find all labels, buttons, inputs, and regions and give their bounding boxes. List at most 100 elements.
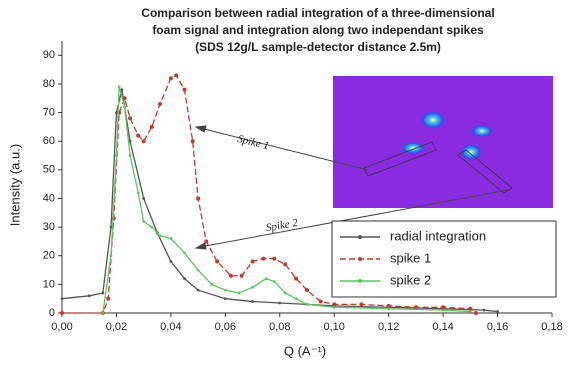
data-point — [283, 262, 287, 266]
data-point — [115, 154, 118, 157]
data-point — [215, 259, 219, 263]
data-point — [197, 269, 200, 272]
data-point — [229, 274, 233, 278]
data-point — [169, 237, 172, 240]
data-point — [483, 309, 486, 312]
data-point — [136, 133, 140, 137]
data-point — [224, 297, 227, 300]
data-point — [174, 73, 178, 77]
y-tick-label: 90 — [43, 49, 55, 61]
legend-label: spike 1 — [390, 250, 431, 265]
data-point — [468, 307, 472, 311]
data-point — [496, 310, 499, 313]
data-point — [60, 311, 64, 315]
data-point — [183, 88, 187, 92]
y-tick-label: 20 — [43, 250, 55, 262]
annotation: Spike 1 — [236, 133, 270, 152]
data-point — [191, 139, 195, 143]
y-tick-label: 30 — [43, 221, 55, 233]
y-tick-label: 80 — [43, 78, 55, 90]
y-tick-label: 70 — [43, 106, 55, 118]
legend-marker — [358, 257, 362, 261]
data-point — [469, 310, 472, 313]
data-point — [295, 297, 298, 300]
data-point — [137, 191, 140, 194]
data-point — [251, 286, 254, 289]
data-point — [197, 289, 200, 292]
chart-title: foam signal and integration along two in… — [152, 23, 484, 37]
y-tick-label: 40 — [43, 192, 55, 204]
data-point — [240, 274, 244, 278]
chart: Spike 1 Spike 2 Comparison between radia… — [0, 0, 568, 367]
x-tick-label: 0,04 — [160, 321, 181, 333]
data-point — [150, 125, 154, 129]
data-point — [123, 105, 126, 108]
x-tick-label: 0,10 — [324, 321, 345, 333]
data-point — [158, 102, 162, 106]
x-axis-label: Q (A⁻¹) — [284, 343, 326, 358]
inset-image — [333, 76, 553, 208]
data-point — [142, 220, 145, 223]
data-point — [294, 277, 298, 281]
x-tick-label: 0,18 — [541, 321, 562, 333]
data-point — [305, 288, 309, 292]
y-axis-label: Intensity (a.u.) — [7, 144, 22, 226]
data-point — [183, 277, 186, 280]
data-point — [333, 306, 336, 309]
data-point — [278, 302, 281, 305]
data-point — [332, 302, 336, 306]
data-point — [106, 297, 110, 301]
data-point — [120, 88, 123, 91]
data-point — [319, 300, 323, 304]
y-tick-label: 50 — [43, 164, 55, 176]
data-point — [273, 280, 276, 283]
data-point — [169, 260, 172, 263]
data-point — [261, 257, 265, 261]
data-point — [204, 239, 208, 243]
data-point — [101, 292, 104, 295]
data-point — [265, 277, 268, 280]
legend-marker — [358, 235, 362, 239]
data-point — [474, 311, 478, 315]
x-tick-label: 0,16 — [487, 321, 508, 333]
legend-label: spike 2 — [390, 272, 431, 287]
data-point — [183, 251, 186, 254]
data-point — [159, 234, 162, 237]
x-tick-label: 0,02 — [106, 321, 127, 333]
data-point — [272, 257, 276, 261]
data-point — [238, 292, 241, 295]
data-point — [88, 294, 91, 297]
data-point — [118, 85, 121, 88]
data-point — [359, 302, 363, 306]
data-point — [442, 309, 445, 312]
x-tick-label: 0,12 — [378, 321, 399, 333]
data-point — [414, 305, 418, 309]
data-point — [224, 289, 227, 292]
data-point — [142, 139, 146, 143]
data-point — [61, 297, 64, 300]
data-point — [306, 303, 309, 306]
x-tick-label: 0,08 — [269, 321, 290, 333]
legend-marker — [358, 279, 362, 283]
legend-label: radial integration — [390, 228, 486, 243]
y-tick-label: 10 — [43, 278, 55, 290]
y-tick-label: 0 — [49, 307, 55, 319]
data-point — [284, 292, 287, 295]
data-point — [196, 196, 200, 200]
data-point — [441, 305, 445, 309]
chart-title: (SDS 12g/L sample-detector distance 2.5m… — [195, 40, 441, 54]
data-point — [169, 76, 173, 80]
y-tick-label: 60 — [43, 135, 55, 147]
data-point — [128, 116, 132, 120]
chart-title: Comparison between radial integration of… — [141, 6, 494, 20]
x-tick-label: 0,06 — [215, 321, 236, 333]
x-tick-label: 0,14 — [432, 321, 453, 333]
data-point — [150, 226, 153, 229]
data-point — [101, 312, 104, 315]
x-tick-label: 0,00 — [51, 321, 72, 333]
data-point — [210, 283, 213, 286]
data-point — [110, 254, 113, 257]
data-point — [251, 259, 255, 263]
data-point — [387, 304, 391, 308]
data-point — [387, 307, 390, 310]
